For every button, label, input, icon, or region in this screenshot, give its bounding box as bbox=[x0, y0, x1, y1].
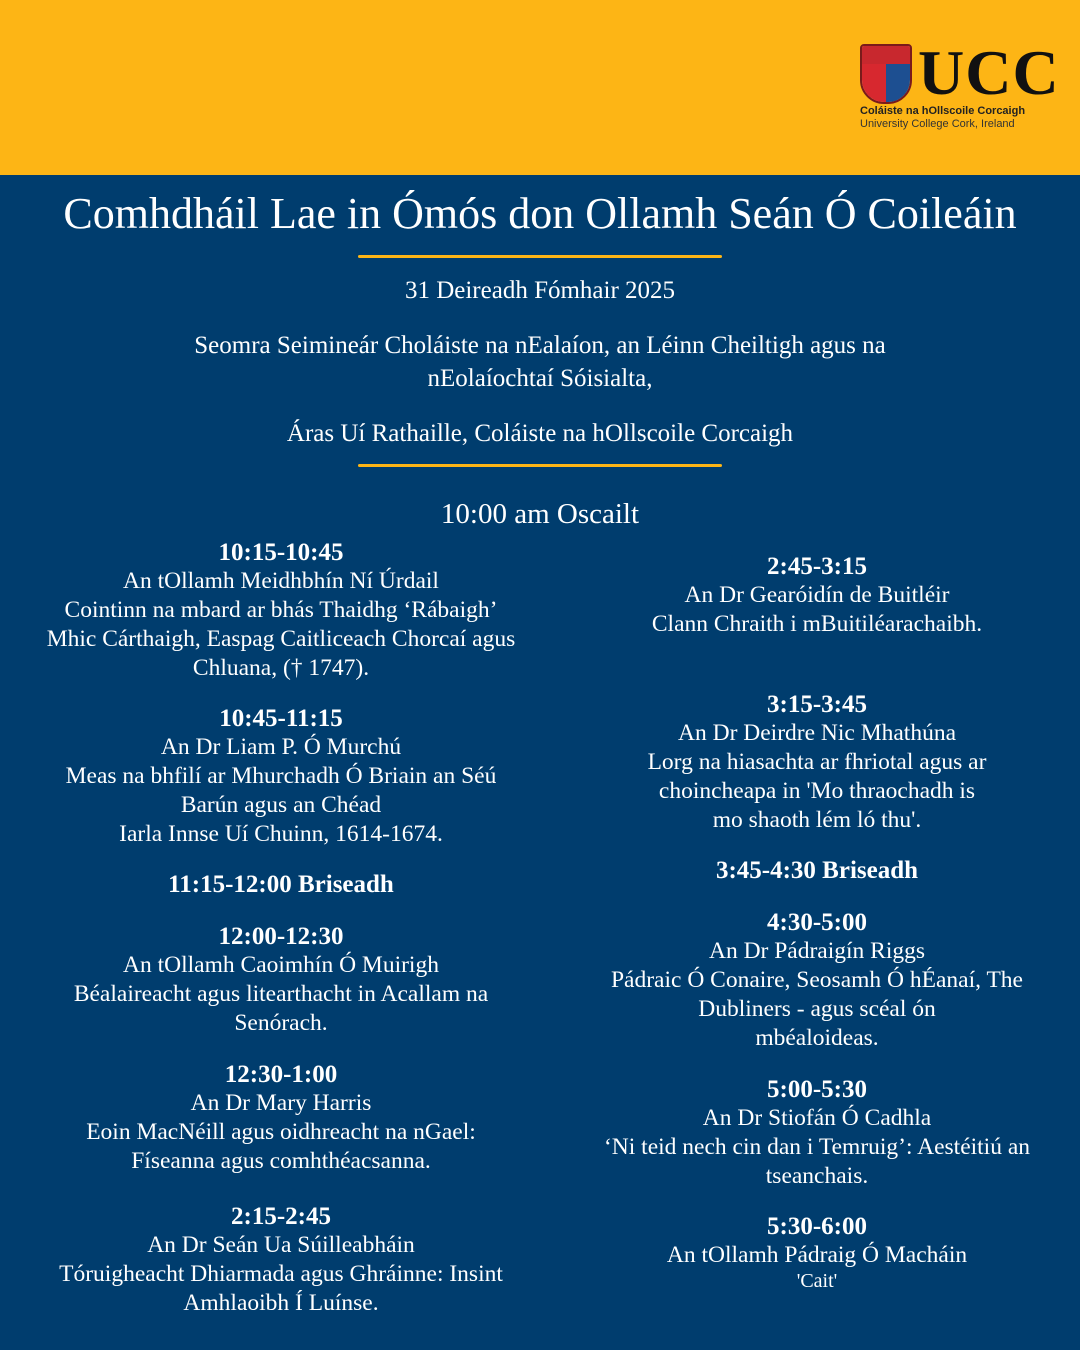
talk-title-line: ‘Ni teid nech cin dan i Temruig’: Aestéi… bbox=[603, 1134, 1031, 1160]
session-time: 3:15-3:45 bbox=[767, 691, 867, 718]
speaker-name: An Dr Pádraigín Riggs bbox=[708, 938, 926, 964]
talk-session: 5:00-5:30 An Dr Stiofán Ó Cadhla ‘Ni teid … bbox=[517, 1075, 1080, 1191]
talk-session: 12:00-12:30 An tOllamh Caoimhín Ó Muirigh… bbox=[0, 922, 581, 1038]
talk-session: 10:15-10:45 An tOllamh Meidhbhín Ní Úrdai… bbox=[0, 538, 581, 683]
venue-line: nEolaíochtaí Sóisialta, bbox=[427, 365, 653, 392]
break-session: 3:45-4:30 Briseadh bbox=[517, 856, 1080, 885]
talk-title-line: Senórach. bbox=[234, 1010, 328, 1036]
speaker-name: An tOllamh Pádraig Ó Macháin bbox=[666, 1242, 968, 1268]
talk-title-line: Físeanna agus comhthéacsanna. bbox=[131, 1148, 431, 1174]
talk-session: 4:30-5:00 An Dr Pádraigín Riggs Pádraic Ó … bbox=[517, 908, 1080, 1053]
talk-title-line: Pádraic Ó Conaire, Seosamh Ó hÉanaí, The bbox=[610, 967, 1023, 993]
session-time: 5:00-5:30 bbox=[767, 1076, 867, 1103]
session-time: 12:30-1:00 bbox=[224, 1061, 338, 1088]
talk-session: 2:45-3:15 An Dr Gearóidín de Buitléir Clan… bbox=[517, 552, 1080, 639]
break-label: 11:15-12:00 Briseadh bbox=[168, 871, 394, 898]
talk-title-line: Meas na bhfilí ar Mhurchadh Ó Briain an … bbox=[65, 763, 497, 789]
speaker-name: An Dr Gearóidín de Buitléir bbox=[684, 582, 950, 608]
break-session: 11:15-12:00 Briseadh bbox=[0, 870, 581, 899]
divider bbox=[358, 255, 722, 258]
logo-english-name: University College Cork, Ireland bbox=[860, 118, 1015, 130]
speaker-name: An Dr Mary Harris bbox=[190, 1090, 372, 1116]
talk-title-line: Iarla Innse Uí Chuinn, 1614-1674. bbox=[119, 821, 443, 847]
talk-title-line: mbéaloideas. bbox=[755, 1025, 879, 1051]
page-title: Comhdháil Lae in Ómós don Ollamh Seán Ó … bbox=[63, 189, 1017, 238]
talk-title-line: Cointinn na mbard ar bhás Thaidhg ‘Rábai… bbox=[64, 597, 498, 623]
session-time: 10:15-10:45 bbox=[218, 539, 344, 566]
talk-title-line: Lorg na hiasachta ar fhriotal agus ar bbox=[647, 749, 987, 775]
speaker-name: An tOllamh Meidhbhín Ní Úrdail bbox=[123, 568, 439, 594]
session-time: 10:45-11:15 bbox=[219, 705, 343, 732]
break-label: 3:45-4:30 Briseadh bbox=[715, 857, 919, 884]
talk-title-line: Dubliners - agus scéal ón bbox=[698, 996, 936, 1022]
logo-wordmark: UCC bbox=[918, 37, 1060, 108]
talk-title-line: Mhic Cárthaigh, Easpag Caitliceach Chorc… bbox=[46, 626, 516, 652]
talk-session: 12:30-1:00 An Dr Mary Harris Eoin MacNéill… bbox=[0, 1060, 581, 1176]
opening-session: 10:00 am Oscailt bbox=[440, 498, 640, 530]
talk-title-line: Chluana, († 1747). bbox=[192, 655, 370, 681]
session-time: 5:30-6:00 bbox=[767, 1213, 867, 1240]
divider bbox=[358, 464, 722, 467]
session-time: 2:45-3:15 bbox=[767, 553, 867, 580]
talk-title-line: Eoin MacNéill agus oidhreacht na nGael: bbox=[86, 1119, 476, 1145]
speaker-name: An tOllamh Caoimhín Ó Muirigh bbox=[123, 952, 439, 978]
talk-session: 2:15-2:45 An Dr Seán Ua Súilleabháin Tórui… bbox=[0, 1202, 581, 1318]
session-time: 2:15-2:45 bbox=[231, 1203, 331, 1230]
talk-title-line: choincheapa in 'Mo thraochadh is bbox=[658, 778, 976, 804]
header-banner: UCC Coláiste na hOllscoile Corcaigh Univ… bbox=[0, 0, 1080, 175]
speaker-name: An Dr Liam P. Ó Murchú bbox=[160, 734, 402, 760]
talk-title: 'Cait' bbox=[796, 1270, 838, 1292]
ucc-logo: UCC Coláiste na hOllscoile Corcaigh Univ… bbox=[858, 37, 1059, 134]
session-time: 12:00-12:30 bbox=[218, 923, 344, 950]
crest-icon bbox=[860, 44, 912, 104]
session-time: 4:30-5:00 bbox=[767, 909, 867, 936]
speaker-name: An Dr Seán Ua Súilleabháin bbox=[147, 1232, 415, 1258]
talk-title-line: Barún agus an Chéad bbox=[180, 792, 382, 818]
talk-title-line: tseanchais. bbox=[765, 1163, 869, 1189]
talk-session: 5:30-6:00 An tOllamh Pádraig Ó Macháin 'Ca… bbox=[517, 1212, 1080, 1292]
talk-title-line: Clann Chraith i mBuitiléarachaibh. bbox=[651, 611, 983, 637]
talk-session: 10:45-11:15 An Dr Liam P. Ó Murchú Meas na… bbox=[0, 704, 581, 849]
talk-title-line: Tóruigheacht Dhiarmada agus Ghráinne: In… bbox=[59, 1261, 503, 1287]
venue-line: Seomra Seimineár Choláiste na nEalaíon, … bbox=[194, 332, 886, 359]
talk-session: 3:15-3:45 An Dr Deirdre Nic Mhathúna Lorg … bbox=[517, 690, 1080, 835]
speaker-name: An Dr Stiofán Ó Cadhla bbox=[702, 1105, 932, 1131]
talk-title-line: mo shaoth lém ló thu'. bbox=[712, 807, 922, 833]
venue-building: Áras Uí Rathaille, Coláiste na hOllscoil… bbox=[286, 420, 794, 447]
event-date: 31 Deireadh Fómhair 2025 bbox=[404, 277, 676, 304]
talk-title-line: Amhlaoibh Í Luínse. bbox=[183, 1290, 379, 1316]
speaker-name: An Dr Deirdre Nic Mhathúna bbox=[678, 720, 956, 746]
logo-irish-name: Coláiste na hOllscoile Corcaigh bbox=[860, 105, 1026, 117]
talk-title-line: Béalaireacht agus litearthacht in Acalla… bbox=[73, 981, 489, 1007]
